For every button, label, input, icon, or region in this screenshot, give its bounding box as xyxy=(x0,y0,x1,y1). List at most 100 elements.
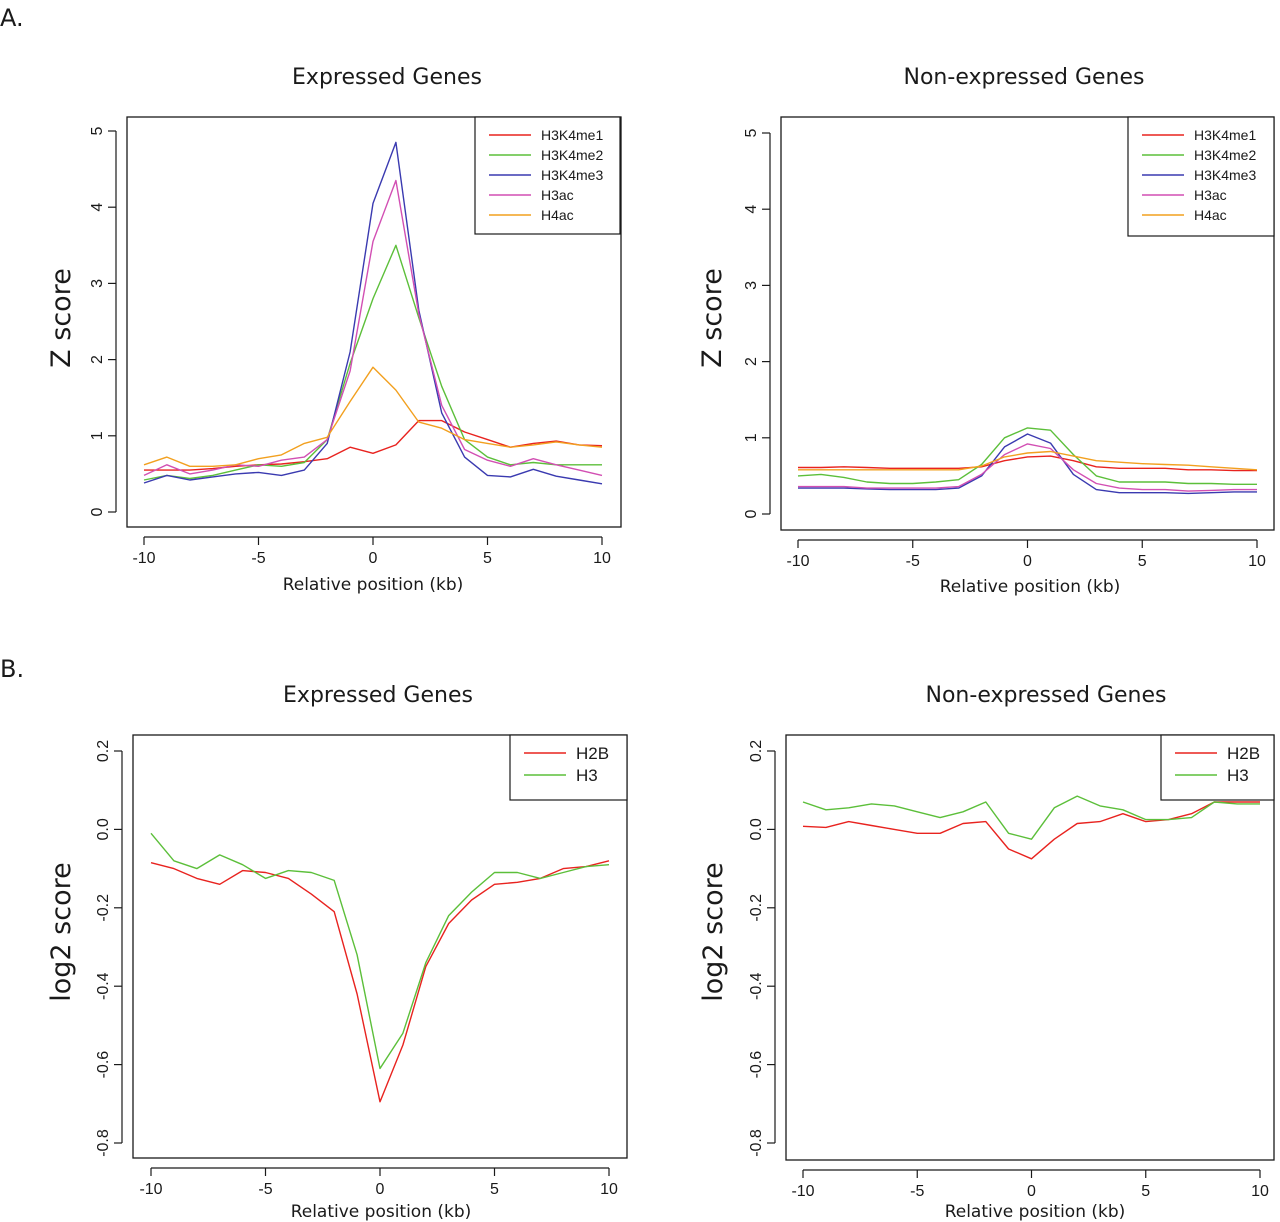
y-tick-label: -0.4 xyxy=(748,972,765,1000)
x-tick-label: 10 xyxy=(600,1181,618,1198)
chart-title: Non-expressed Genes xyxy=(904,65,1145,90)
y-axis-label: Z score xyxy=(697,268,728,368)
x-tick-label: 0 xyxy=(1027,1183,1036,1200)
legend-box xyxy=(509,734,628,801)
chart-title: Non-expressed Genes xyxy=(926,683,1167,708)
series-line-h3k4me3 xyxy=(798,433,1257,495)
y-tick-label: 1 xyxy=(743,433,760,442)
y-tick-label: 3 xyxy=(89,279,106,288)
legend-label: H2B xyxy=(576,744,609,763)
chart-2: Non-expressed Genes -10 -5 0 5 10 0 1 2 3 4 5 Relati… xyxy=(697,65,1275,597)
y-tick-label: 5 xyxy=(89,126,106,135)
y-tick-label: -0.4 xyxy=(95,972,112,1000)
series-line-h3k4me1 xyxy=(798,455,1257,472)
x-tick-label: 5 xyxy=(490,1181,499,1198)
legend-label: H3K4me3 xyxy=(541,167,603,183)
x-tick-label: -5 xyxy=(910,1183,924,1200)
series-line-h3k4me2 xyxy=(797,427,1257,485)
x-tick-label: 10 xyxy=(1248,553,1266,570)
legend-label: H3K4me3 xyxy=(1194,167,1256,183)
legend-box xyxy=(1160,734,1275,801)
y-tick-label: -0.2 xyxy=(95,894,112,922)
series-line-h4ac xyxy=(798,450,1258,471)
y-tick-label: -0.6 xyxy=(748,1051,765,1079)
chart-1: Expressed Genes -10 -5 0 5 10 0 1 2 3 4 5 Relative p… xyxy=(46,65,622,595)
x-tick-label: 10 xyxy=(593,550,611,567)
panel-label-b: B. xyxy=(0,655,24,683)
chart-title: Expressed Genes xyxy=(292,65,482,90)
y-tick-label: 0.2 xyxy=(95,740,112,762)
y-tick-label: 0 xyxy=(743,509,760,518)
legend-label: H3 xyxy=(1227,766,1249,785)
legend-box xyxy=(1127,116,1275,237)
x-tick-label: -10 xyxy=(791,1183,814,1200)
y-tick-label: 2 xyxy=(743,357,760,366)
legend-label: H4ac xyxy=(541,207,574,223)
x-tick-label: -5 xyxy=(251,550,265,567)
series-line-h3k4me2 xyxy=(143,244,602,481)
plot-frame xyxy=(126,116,622,528)
x-tick-label: 5 xyxy=(483,550,492,567)
series-line-h2b xyxy=(150,860,610,1103)
x-tick-label: 10 xyxy=(1251,1183,1269,1200)
x-tick-label: -10 xyxy=(786,553,809,570)
legend-label: H3ac xyxy=(541,187,574,203)
series-line-h3ac xyxy=(798,443,1257,492)
legend-label: H3K4me2 xyxy=(1194,147,1256,163)
y-axis-label: log2 score xyxy=(698,862,729,1001)
y-tick-label: 1 xyxy=(89,431,106,440)
y-tick-label: -0.2 xyxy=(748,894,765,922)
legend-label: H3 xyxy=(576,766,598,785)
x-tick-label: 0 xyxy=(376,1181,385,1198)
y-tick-label: -0.6 xyxy=(95,1051,112,1079)
x-tick-label: 5 xyxy=(1138,553,1147,570)
y-tick-label: -0.8 xyxy=(748,1129,765,1157)
chart-4: Non-expressed Genes -10 -5 0 5 10 -0.8 -0.6 -0.4… xyxy=(698,683,1275,1222)
x-tick-label: -10 xyxy=(139,1181,162,1198)
legend: H3K4me1 H3K4me2 H3K4me3 H3ac H4ac xyxy=(1127,116,1275,237)
y-tick-label: 0 xyxy=(89,507,106,516)
legend-label: H3ac xyxy=(1194,187,1227,203)
y-tick-label: 4 xyxy=(743,205,760,214)
y-tick-label: 0.2 xyxy=(748,740,765,762)
y-axis-label: Z score xyxy=(46,268,77,368)
y-axis-label: log2 score xyxy=(46,862,77,1001)
x-tick-label: -5 xyxy=(906,553,920,570)
chart-title: Expressed Genes xyxy=(283,683,473,708)
y-tick-label: 2 xyxy=(89,355,106,364)
chart-3: Expressed Genes -10 -5 0 5 10 -0.8 -0.6 -0.4 -0.2… xyxy=(46,683,628,1222)
legend-label: H3K4me2 xyxy=(541,147,603,163)
panel-label-a: A. xyxy=(0,4,24,32)
x-tick-label: -10 xyxy=(132,550,155,567)
series-line-h3 xyxy=(802,795,1260,840)
x-axis-label: Relative position (kb) xyxy=(945,1202,1126,1222)
plot-frame xyxy=(132,734,628,1159)
x-axis-label: Relative position (kb) xyxy=(940,577,1121,597)
y-tick-label: -0.8 xyxy=(95,1129,112,1157)
series-line-h3 xyxy=(150,832,610,1070)
legend-label: H4ac xyxy=(1194,207,1227,223)
y-tick-label: 0.0 xyxy=(95,818,112,840)
x-tick-label: 0 xyxy=(1023,553,1032,570)
y-tick-label: 5 xyxy=(743,128,760,137)
legend-label: H2B xyxy=(1227,744,1260,763)
series-line-h2b xyxy=(802,801,1260,860)
x-tick-label: -5 xyxy=(258,1181,272,1198)
y-tick-label: 0.0 xyxy=(748,818,765,840)
plot-frame xyxy=(780,116,1275,531)
y-tick-label: 3 xyxy=(743,281,760,290)
x-tick-label: 0 xyxy=(369,550,378,567)
x-tick-label: 5 xyxy=(1141,1183,1150,1200)
y-tick-label: 4 xyxy=(89,203,106,212)
legend: H3K4me1 H3K4me2 H3K4me3 H3ac H4ac xyxy=(474,116,621,235)
x-axis-label: Relative position (kb) xyxy=(283,575,464,595)
x-axis-label: Relative position (kb) xyxy=(291,1202,472,1222)
legend-label: H3K4me1 xyxy=(1194,127,1256,143)
legend-label: H3K4me1 xyxy=(541,127,603,143)
series-line-h3ac xyxy=(143,179,603,477)
plot-frame xyxy=(785,734,1275,1161)
